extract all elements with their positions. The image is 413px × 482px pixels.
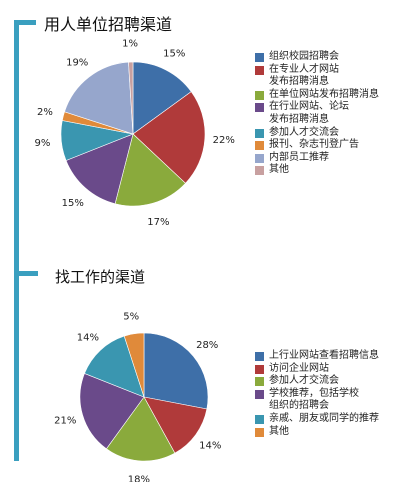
legend-swatch xyxy=(255,364,264,374)
legend-label: 其他 xyxy=(269,425,289,437)
pie-value-label: 2% xyxy=(37,107,53,118)
pie-value-label: 19% xyxy=(66,58,88,69)
pie-value-label: 15% xyxy=(62,198,84,209)
legend-item: 内部员工推荐 xyxy=(255,152,413,165)
legend-swatch xyxy=(255,141,264,151)
legend-swatch xyxy=(255,352,264,361)
pie-value-label: 1% xyxy=(122,39,138,50)
pie-value-label: 17% xyxy=(147,217,169,228)
pie-value-label: 28% xyxy=(196,340,218,351)
legend-item: 在专业人才网站 发布招聘消息 xyxy=(255,64,413,89)
legend-swatch xyxy=(255,128,264,138)
legend-item: 在行业网站、论坛 发布招聘消息 xyxy=(255,101,413,126)
legend-swatch xyxy=(255,103,264,113)
legend-item: 其他 xyxy=(255,164,413,177)
legend-label: 学校推荐，包括学校 组织的招聘会 xyxy=(269,387,359,412)
legend-recruitment: 组织校园招聘会 在专业人才网站 发布招聘消息 在单位网站发布招聘消息 在行业网站、论坛… xyxy=(255,51,413,177)
legend-item: 学校推荐，包括学校 组织的招聘会 xyxy=(255,388,413,413)
legend-item: 参加人才交流会 xyxy=(255,375,413,388)
legend-label: 在专业人才网站 发布招聘消息 xyxy=(269,63,339,88)
pie-value-label: 15% xyxy=(163,48,185,59)
legend-item: 组织校园招聘会 xyxy=(255,51,413,64)
pie-slice xyxy=(132,61,192,135)
section-bracket xyxy=(14,20,19,461)
chart-title-job-search-channels: 找工作的渠道 xyxy=(55,268,146,286)
pie-slice xyxy=(143,332,209,410)
legend-label: 在行业网站、论坛 发布招聘消息 xyxy=(269,101,349,125)
legend-label: 其他 xyxy=(269,164,289,176)
section-bracket-mid xyxy=(14,271,38,276)
legend-job-search: 上行业网站查看招聘信息 访问企业网站 参加人才交流会 学校推荐，包括学校 组织的招聘会… xyxy=(255,350,413,438)
pie-slice xyxy=(114,133,186,207)
legend-swatch xyxy=(255,166,264,176)
legend-label: 内部员工推荐 xyxy=(269,151,329,163)
legend-item: 亲戚、朋友或同学的推荐 xyxy=(255,413,413,426)
chart-title-recruitment-channels: 用人单位招聘渠道 xyxy=(44,15,173,34)
pie-slice xyxy=(132,91,206,184)
pie-slice xyxy=(65,133,134,205)
legend-label: 在单位网站发布招聘消息 xyxy=(269,88,379,100)
legend-label: 参加人才交流会 xyxy=(269,126,339,138)
legend-swatch xyxy=(255,53,264,62)
section-bracket-top xyxy=(14,20,36,25)
legend-item: 参加人才交流会 xyxy=(255,127,413,140)
pie-slice xyxy=(123,332,145,398)
pie-value-label: 14% xyxy=(199,441,221,452)
legend-swatch xyxy=(255,427,264,437)
pie-slice xyxy=(128,61,134,135)
legend-label: 报刊、杂志刊登广告 xyxy=(269,139,359,151)
pie-value-label: 18% xyxy=(128,474,150,482)
legend-item: 访问企业网站 xyxy=(255,363,413,376)
legend-item: 报刊、杂志刊登广告 xyxy=(255,139,413,152)
pie-value-label: 5% xyxy=(123,312,139,323)
legend-item: 上行业网站查看招聘信息 xyxy=(255,350,413,363)
legend-item: 在单位网站发布招聘消息 xyxy=(255,89,413,102)
pie-value-label: 14% xyxy=(77,333,99,344)
legend-label: 亲戚、朋友或同学的推荐 xyxy=(269,412,379,424)
pie-value-label: 22% xyxy=(213,135,235,146)
pie-slice xyxy=(143,396,208,454)
legend-swatch xyxy=(255,65,264,75)
pie-slice xyxy=(105,396,176,462)
legend-label: 参加人才交流会 xyxy=(269,375,339,387)
legend-label: 访问企业网站 xyxy=(269,362,329,374)
legend-swatch xyxy=(255,90,264,100)
legend-item: 其他 xyxy=(255,426,413,439)
legend-swatch xyxy=(255,389,264,399)
pie-value-label: 21% xyxy=(54,415,76,426)
pie-slice xyxy=(64,61,134,135)
pie-slice xyxy=(79,373,145,450)
legend-swatch xyxy=(255,377,264,387)
legend-label: 组织校园招聘会 xyxy=(269,51,339,62)
legend-label: 上行业网站查看招聘信息 xyxy=(269,350,379,361)
legend-swatch xyxy=(255,414,264,424)
pie-value-label: 9% xyxy=(34,138,50,149)
legend-swatch xyxy=(255,153,264,163)
